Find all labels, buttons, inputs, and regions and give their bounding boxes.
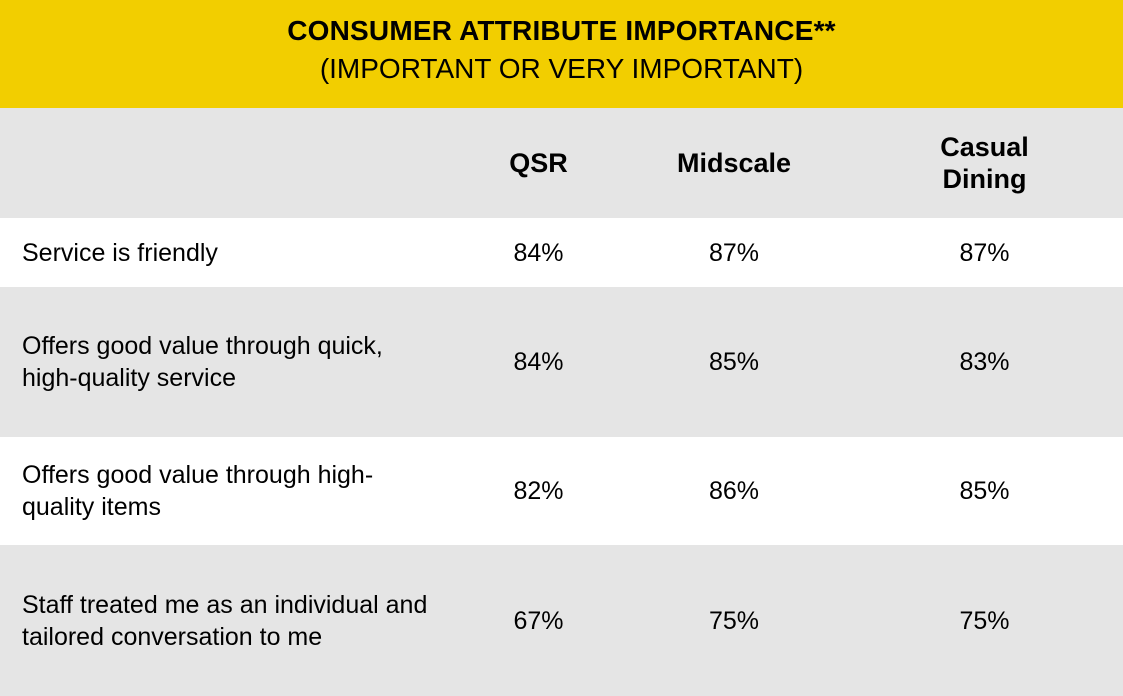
page-title: CONSUMER ATTRIBUTE IMPORTANCE**	[287, 15, 836, 46]
column-header-casual-dining-line1: Casual	[940, 131, 1029, 162]
cell-casual-dining: 87%	[959, 238, 1010, 267]
page-subtitle: (IMPORTANT OR VERY IMPORTANT)	[319, 52, 804, 84]
cell-qsr: 84%	[513, 238, 564, 267]
cell-qsr: 82%	[513, 477, 564, 505]
column-header-casual-dining: Casual Dining	[846, 131, 1123, 196]
row-label: Service is friendly	[22, 238, 218, 267]
cell-midscale: 86%	[708, 477, 760, 505]
data-table: QSR Midscale Casual Dining Service is fr…	[0, 108, 1123, 696]
column-header-qsr: QSR	[509, 147, 568, 178]
cell-midscale: 85%	[708, 348, 760, 376]
row-label: Offers good value through quick, high-qu…	[22, 332, 383, 392]
cell-casual-dining: 75%	[959, 606, 1010, 635]
table-row: Offers good value through high-quality i…	[0, 437, 1123, 545]
cell-qsr: 67%	[513, 606, 564, 635]
row-label: Staff treated me as an individual and ta…	[22, 590, 428, 651]
cell-qsr: 84%	[513, 348, 564, 376]
table-header-row: QSR Midscale Casual Dining	[0, 108, 1123, 218]
cell-casual-dining: 83%	[959, 348, 1010, 376]
row-label: Offers good value through high-quality i…	[22, 461, 374, 521]
table-row: Offers good value through quick, high-qu…	[0, 287, 1123, 437]
column-header-midscale: Midscale	[676, 147, 792, 178]
cell-midscale: 75%	[708, 606, 760, 635]
table-row: Service is friendly 84% 87% 87%	[0, 218, 1123, 287]
title-banner: CONSUMER ATTRIBUTE IMPORTANCE** (IMPORTA…	[0, 0, 1123, 108]
table-row: Staff treated me as an individual and ta…	[0, 545, 1123, 696]
cell-casual-dining: 85%	[959, 477, 1010, 505]
cell-midscale: 87%	[708, 238, 760, 267]
column-header-casual-dining-line2: Dining	[942, 164, 1027, 194]
